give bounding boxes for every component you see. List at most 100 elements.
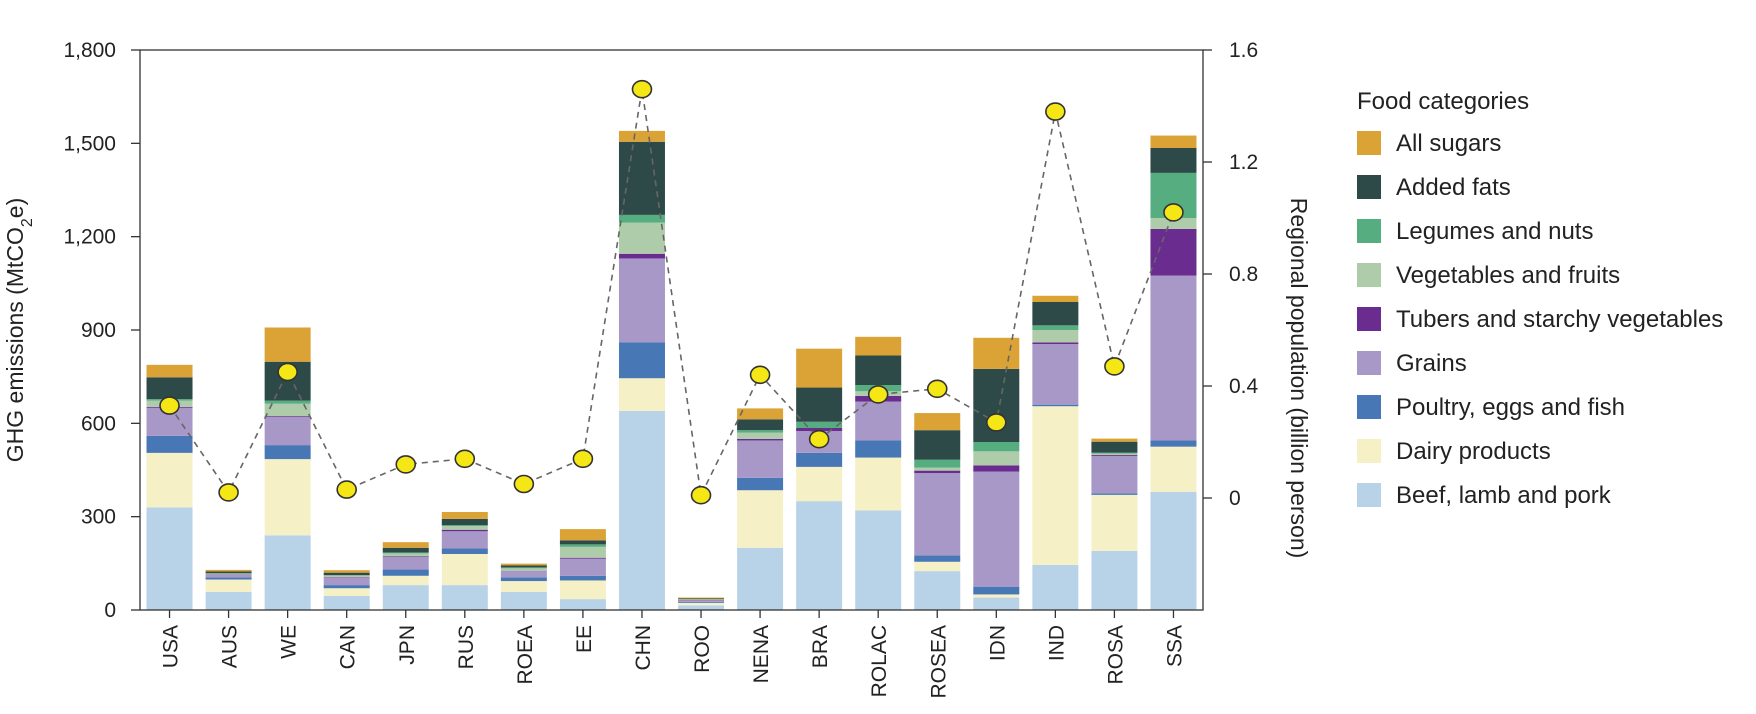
population-point-roea — [514, 476, 533, 493]
population-line — [170, 89, 1174, 495]
population-point-jpn — [396, 456, 415, 473]
legend-item-all-sugars: All sugars — [1396, 130, 1501, 157]
population-point-rosa — [1105, 358, 1124, 375]
legend-swatch-grains — [1357, 351, 1381, 375]
y-axis-title-sub: 2 — [19, 218, 36, 227]
bar-chn-legumes-and-nuts — [619, 215, 665, 223]
bar-can-added-fats — [324, 573, 370, 575]
bar-can-all-sugars — [324, 570, 370, 572]
x-tick-label-jpn: JPN — [396, 625, 419, 665]
bar-ee-vegetables-and-fruits — [560, 547, 606, 558]
y-axis-title-main: GHG emissions (MtCO — [2, 227, 28, 462]
bar-rosea-poultry-eggs-and-fish — [914, 556, 960, 562]
bar-ee-poultry-eggs-and-fish — [560, 576, 606, 581]
bar-ee-dairy-products — [560, 580, 606, 599]
bar-ind-added-fats — [1032, 302, 1078, 325]
bar-roea-grains — [501, 571, 547, 577]
bar-we-grains — [265, 417, 311, 445]
bar-can-dairy-products — [324, 588, 370, 596]
bar-ssa-dairy-products — [1150, 447, 1196, 492]
bar-ee-all-sugars — [560, 529, 606, 540]
bar-rus-poultry-eggs-and-fish — [442, 548, 488, 554]
bar-rosea-dairy-products — [914, 562, 960, 571]
bar-jpn-vegetables-and-fruits — [383, 553, 429, 556]
y-tick-label: 900 — [81, 319, 116, 342]
x-tick-label-usa: USA — [160, 625, 183, 668]
legend-swatch-tubers-and-starchy-vegetables — [1357, 307, 1381, 331]
bar-rus-all-sugars — [442, 512, 488, 519]
bar-jpn-legumes-and-nuts — [383, 552, 429, 553]
bar-rosa-grains — [1091, 456, 1137, 493]
legend-swatch-vegetables-and-fruits — [1357, 263, 1381, 287]
bar-we-dairy-products — [265, 459, 311, 535]
bar-roea-legumes-and-nuts — [501, 567, 547, 568]
bar-aus-vegetables-and-fruits — [206, 574, 252, 575]
bar-roo-added-fats — [678, 598, 724, 599]
bar-nena-grains — [737, 440, 783, 477]
bar-ee-beef-lamb-and-pork — [560, 599, 606, 610]
bar-roea-vegetables-and-fruits — [501, 568, 547, 570]
x-tick-label-rus: RUS — [455, 625, 478, 669]
legend-swatch-legumes-and-nuts — [1357, 219, 1381, 243]
bar-aus-all-sugars — [206, 570, 252, 572]
bar-idn-legumes-and-nuts — [973, 442, 1019, 451]
bar-ind-all-sugars — [1032, 296, 1078, 302]
legend-item-legumes-and-nuts: Legumes and nuts — [1396, 218, 1593, 245]
x-tick-label-rosa: ROSA — [1104, 625, 1127, 685]
bar-ee-legumes-and-nuts — [560, 544, 606, 546]
legend-item-beef-lamb-and-pork: Beef, lamb and pork — [1396, 482, 1612, 509]
bar-bra-legumes-and-nuts — [796, 422, 842, 428]
bar-ind-tubers-and-starchy-vegetables — [1032, 342, 1078, 344]
bar-chn-grains — [619, 258, 665, 342]
bar-ind-vegetables-and-fruits — [1032, 330, 1078, 342]
bar-ssa-grains — [1150, 276, 1196, 441]
x-tick-label-bra: BRA — [809, 625, 832, 668]
bar-rosa-legumes-and-nuts — [1091, 453, 1137, 454]
x-tick-label-nena: NENA — [750, 625, 773, 683]
bar-rus-tubers-and-starchy-vegetables — [442, 530, 488, 532]
population-point-ind — [1046, 103, 1065, 120]
bar-rus-added-fats — [442, 519, 488, 525]
bar-bra-added-fats — [796, 388, 842, 422]
legend-swatch-poultry-eggs-and-fish — [1357, 395, 1381, 419]
bar-can-grains — [324, 577, 370, 585]
population-point-can — [337, 481, 356, 498]
bar-chn-all-sugars — [619, 131, 665, 142]
bar-chn-poultry-eggs-and-fish — [619, 342, 665, 378]
bar-idn-grains — [973, 472, 1019, 587]
bar-rus-beef-lamb-and-pork — [442, 585, 488, 610]
y-tick-label: 600 — [81, 412, 116, 435]
bar-roo-vegetables-and-fruits — [678, 599, 724, 600]
bar-usa-beef-lamb-and-pork — [147, 507, 193, 610]
x-tick-label-ind: IND — [1045, 625, 1068, 661]
bar-rolac-poultry-eggs-and-fish — [855, 440, 901, 457]
legend-swatch-added-fats — [1357, 175, 1381, 199]
bar-usa-all-sugars — [147, 365, 193, 377]
legend-swatch-all-sugars — [1357, 131, 1381, 155]
y2-tick-label: 0.4 — [1229, 375, 1259, 398]
bar-aus-added-fats — [206, 571, 252, 573]
x-tick-label-ee: EE — [573, 625, 596, 653]
bar-rolac-grains — [855, 402, 901, 441]
bar-bra-dairy-products — [796, 467, 842, 501]
bar-rolac-dairy-products — [855, 458, 901, 511]
population-point-idn — [987, 414, 1006, 431]
bar-nena-dairy-products — [737, 490, 783, 548]
bar-ind-beef-lamb-and-pork — [1032, 565, 1078, 610]
x-tick-label-aus: AUS — [219, 625, 242, 668]
population-point-ee — [573, 450, 592, 467]
population-point-roo — [692, 487, 711, 504]
population-point-usa — [160, 397, 179, 414]
population-line-layer — [160, 81, 1183, 504]
bar-roo-poultry-eggs-and-fish — [678, 602, 724, 603]
bar-we-all-sugars — [265, 328, 311, 362]
bar-rus-legumes-and-nuts — [442, 525, 488, 526]
bar-ind-dairy-products — [1032, 406, 1078, 565]
bar-nena-poultry-eggs-and-fish — [737, 478, 783, 490]
bar-rolac-added-fats — [855, 356, 901, 386]
bar-roo-dairy-products — [678, 603, 724, 605]
bar-ssa-all-sugars — [1150, 136, 1196, 148]
population-point-we — [278, 364, 297, 381]
bar-rosa-added-fats — [1091, 442, 1137, 453]
